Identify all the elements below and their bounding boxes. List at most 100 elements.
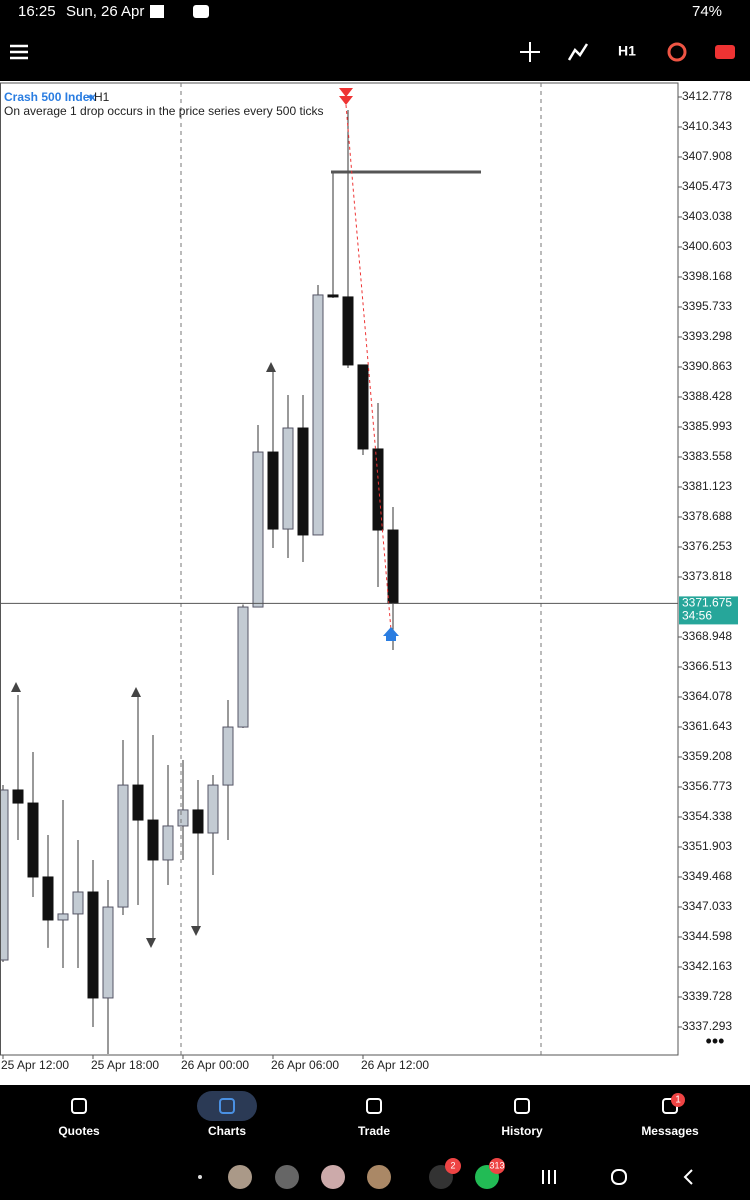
y-tick-label: 3393.298 xyxy=(682,329,732,343)
crosshair-button[interactable] xyxy=(520,42,540,62)
battery: 74% xyxy=(692,3,722,20)
candle-body xyxy=(222,726,234,786)
chart-timeframe: H1 xyxy=(94,90,110,104)
y-tick-label: 3368.948 xyxy=(682,629,732,643)
badge xyxy=(489,1158,505,1174)
candle-body xyxy=(117,784,129,908)
y-tick-label: 3381.123 xyxy=(682,479,732,493)
plot xyxy=(0,110,399,1055)
y-tick-label: 3376.253 xyxy=(682,539,732,553)
y-tick-label: 3383.558 xyxy=(682,449,732,463)
messages-badge: 1 xyxy=(675,1095,681,1106)
y-tick-label: 3378.688 xyxy=(682,509,732,523)
y-tick-label: 3395.733 xyxy=(682,299,732,313)
badge xyxy=(671,1093,685,1107)
status-icon xyxy=(150,5,164,18)
candle-body xyxy=(312,294,324,536)
system-nav[interactable] xyxy=(542,1169,693,1185)
candle-body xyxy=(27,802,39,878)
candle-body xyxy=(147,819,159,861)
y-tick-label: 3344.598 xyxy=(682,929,732,943)
candle-body xyxy=(387,529,399,604)
candle-body xyxy=(57,913,69,921)
y-tick-label: 3373.818 xyxy=(682,569,732,583)
dropdown-caret[interactable]: ▾ xyxy=(88,93,93,104)
timeframe-button[interactable]: H1 xyxy=(618,43,636,59)
y-tick-label: 3356.773 xyxy=(682,779,732,793)
y-tick-label: 3351.903 xyxy=(682,839,732,853)
x-tick-label: 26 Apr 06:00 xyxy=(271,1058,339,1072)
y-tick-label: 3405.473 xyxy=(682,179,732,193)
taskbar-icons xyxy=(198,1165,499,1189)
candle-body xyxy=(237,606,249,728)
last-price-label: 3371.675 xyxy=(682,596,732,610)
y-tick-label: 3342.163 xyxy=(682,959,732,973)
y-tick-label: 3410.343 xyxy=(682,119,732,133)
last-price-box xyxy=(679,596,738,625)
status-date: Sun, 26 Apr xyxy=(66,3,144,20)
sell-arrow xyxy=(339,88,353,97)
nav-icon[interactable] xyxy=(514,1098,530,1114)
plot-frame xyxy=(0,82,679,1056)
nav-label[interactable]: History xyxy=(501,1124,543,1138)
description: On average 1 drop occurs in the price se… xyxy=(4,104,324,118)
nav-icon[interactable] xyxy=(71,1098,87,1114)
candle-body xyxy=(177,809,189,827)
y-tick-label: 3337.293 xyxy=(682,1019,732,1033)
indicators-button[interactable] xyxy=(567,43,589,61)
active-pill xyxy=(197,1091,257,1121)
x-tick-label: 26 Apr 00:00 xyxy=(181,1058,249,1072)
buy-arrow xyxy=(386,636,396,641)
candle-body xyxy=(192,809,204,834)
candle-body xyxy=(162,825,174,861)
y-tick-label: 3359.208 xyxy=(682,749,732,763)
buy-arrow xyxy=(383,627,399,636)
candle-body xyxy=(282,427,294,530)
candle-body xyxy=(297,427,309,536)
candle-body xyxy=(132,784,144,821)
signal-arrows xyxy=(11,362,276,948)
nav-label[interactable]: Trade xyxy=(358,1124,390,1138)
trade-button[interactable] xyxy=(715,45,735,59)
y-tick-label: 3366.513 xyxy=(682,659,732,673)
candle-body xyxy=(372,448,384,531)
y-tick-label: 3385.993 xyxy=(682,419,732,433)
x-tick-label: 25 Apr 18:00 xyxy=(91,1058,159,1072)
nav-label[interactable]: Messages xyxy=(641,1124,699,1138)
x-tick-label: 25 Apr 12:00 xyxy=(1,1058,69,1072)
y-tick-label: 3407.908 xyxy=(682,149,732,163)
objects-button[interactable] xyxy=(667,42,687,62)
app-badge: 313 xyxy=(489,1160,504,1170)
y-tick-label: 3347.033 xyxy=(682,899,732,913)
nav-label[interactable]: Charts xyxy=(208,1124,246,1138)
candle-body xyxy=(357,364,369,450)
candle-body xyxy=(12,789,24,804)
signal-line xyxy=(345,104,392,631)
candle-body xyxy=(42,876,54,921)
nav-icon[interactable] xyxy=(219,1098,235,1114)
candle-body xyxy=(252,451,264,608)
symbol[interactable]: Crash 500 Index xyxy=(4,90,96,104)
nav-icon[interactable] xyxy=(366,1098,382,1114)
menu-button[interactable] xyxy=(10,44,28,60)
y-tick-label: 3354.338 xyxy=(682,809,732,823)
y-tick-label: 3403.038 xyxy=(682,209,732,223)
sell-arrow xyxy=(339,96,353,105)
more-button[interactable]: ••• xyxy=(706,1031,725,1051)
y-tick-label: 3398.168 xyxy=(682,269,732,283)
y-tick-label: 3390.863 xyxy=(682,359,732,373)
candle-body xyxy=(342,296,354,366)
y-tick-label: 3388.428 xyxy=(682,389,732,403)
x-tick-label: 26 Apr 12:00 xyxy=(361,1058,429,1072)
candle-body xyxy=(267,451,279,530)
y-tick-label: 3349.468 xyxy=(682,869,732,883)
chart-background xyxy=(0,81,750,1085)
y-tick-label: 3361.643 xyxy=(682,719,732,733)
status-icon xyxy=(193,5,209,18)
bar-timer: 34:56 xyxy=(682,609,712,623)
candle-body xyxy=(207,784,219,834)
nav-label[interactable]: Quotes xyxy=(58,1124,100,1138)
status-time: 16:25 xyxy=(18,3,56,20)
